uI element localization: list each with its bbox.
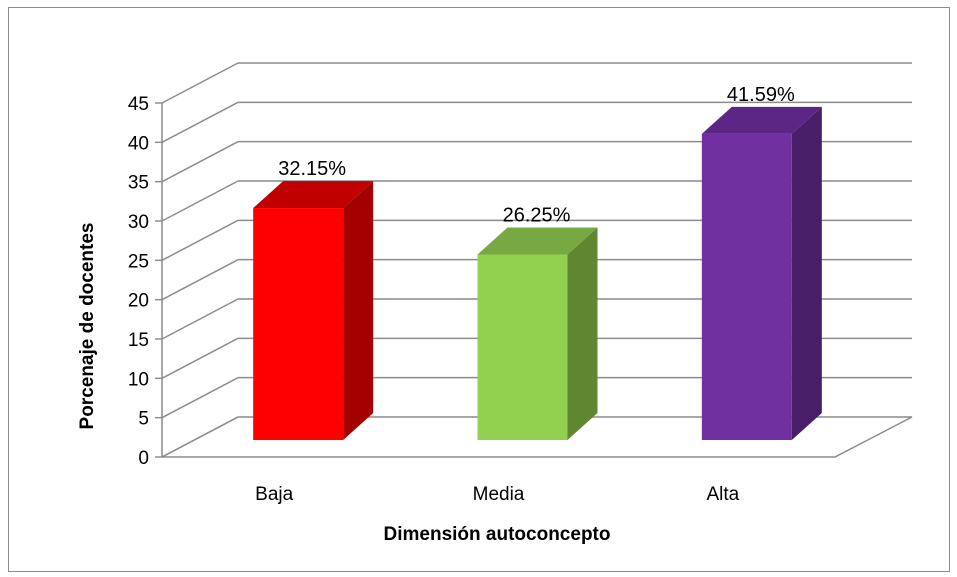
- bar-top: [253, 181, 374, 209]
- data-label: 26.25%: [503, 205, 571, 227]
- y-tick-label: 40: [128, 133, 149, 154]
- y-tick-label: 15: [128, 330, 149, 351]
- bar-front: [477, 254, 568, 440]
- y-tick-label: 5: [138, 409, 149, 430]
- y-tick-label: 30: [128, 212, 149, 233]
- category-labels: Baja Media Alta: [255, 484, 739, 505]
- bar-front: [253, 208, 344, 440]
- data-label: 32.15%: [278, 158, 346, 180]
- chart-floor: [161, 416, 913, 458]
- x-axis-title: Dimensión autoconcepto: [384, 524, 611, 545]
- gridline-diagonal: [161, 180, 239, 222]
- gridline-diagonal: [161, 101, 239, 143]
- bar-baja: [253, 181, 374, 440]
- bars: [253, 106, 822, 441]
- gridline-diagonal: [161, 298, 239, 340]
- gridline-diagonal: [161, 219, 239, 261]
- gridline-diagonal: [161, 141, 239, 183]
- y-tick-label: 10: [128, 369, 149, 390]
- bar-side: [791, 106, 822, 441]
- gridline-diagonal: [161, 62, 239, 104]
- bar-top: [477, 227, 598, 255]
- bar-alta: [701, 106, 822, 441]
- bar-front: [701, 133, 792, 441]
- bar-side: [567, 227, 598, 440]
- bar-media: [477, 227, 598, 440]
- gridline-diagonal: [161, 259, 239, 301]
- category-label: Baja: [255, 484, 293, 505]
- gridline-diagonal: [161, 377, 239, 419]
- data-labels: 32.15% 26.25% 41.59%: [278, 84, 795, 227]
- bar-top: [701, 106, 822, 134]
- y-tick-label: 25: [128, 251, 149, 272]
- y-tick-labels: 0 5 10 15 20 25 30 35 40 45: [128, 94, 149, 469]
- y-axis: [155, 102, 163, 458]
- gridline-diagonal: [161, 337, 239, 379]
- y-tick-label: 0: [138, 448, 149, 469]
- bar-side: [343, 181, 374, 440]
- y-tick-label: 45: [128, 94, 149, 115]
- category-label: Media: [473, 484, 525, 505]
- y-tick-label: 20: [128, 291, 149, 312]
- y-axis-title: Porcenaje de docentes: [77, 223, 98, 430]
- data-label: 41.59%: [727, 84, 795, 106]
- category-label: Alta: [706, 484, 739, 505]
- y-tick-label: 35: [128, 173, 149, 194]
